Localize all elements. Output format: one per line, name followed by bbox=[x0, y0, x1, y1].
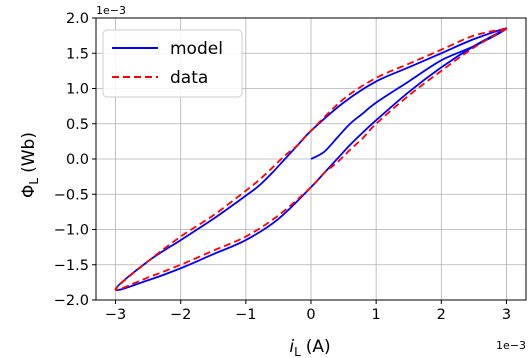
legend-label-data: data bbox=[170, 68, 208, 88]
x-axis-label-unit: (A) bbox=[306, 337, 331, 357]
x-scale-label: 1e−3 bbox=[496, 339, 526, 352]
y-tick-label: 2.0 bbox=[66, 11, 89, 27]
x-tick-label: 3 bbox=[502, 307, 511, 323]
x-axis-label: iL (A) bbox=[289, 337, 330, 358]
y-axis-label-symbol: Φ bbox=[19, 185, 39, 198]
y-tick-label: 0.0 bbox=[66, 152, 89, 168]
legend: model data bbox=[102, 29, 243, 98]
y-tick-label: 0.5 bbox=[66, 117, 89, 133]
y-axis-label-sub: L bbox=[27, 178, 41, 185]
y-tick-label: 1.5 bbox=[66, 46, 89, 62]
x-tick-label: 0 bbox=[306, 307, 315, 323]
legend-label-model: model bbox=[170, 39, 223, 59]
x-tick-label: 2 bbox=[437, 307, 446, 323]
x-axis-label-symbol: i bbox=[289, 337, 294, 357]
series-line-1 bbox=[114, 27, 507, 291]
x-axis-label-sub: L bbox=[294, 345, 301, 358]
y-axis-label: ΦL (Wb) bbox=[19, 132, 41, 198]
x-tick-label: 1 bbox=[372, 307, 381, 323]
series-layer bbox=[114, 27, 508, 291]
grid-lines bbox=[96, 17, 526, 301]
y-tick-label: −2.0 bbox=[54, 293, 89, 309]
series-line-0 bbox=[114, 27, 508, 291]
y-axis-label-unit: (Wb) bbox=[19, 132, 39, 173]
y-tick-label: −0.5 bbox=[54, 187, 89, 203]
axis-ticks: −3 −2 −1 0 1 2 3 −2.0 −1.5 −1.0 −0.5 0.0 0.5 1.0 1.5 2.… bbox=[54, 11, 511, 323]
y-tick-label: −1.0 bbox=[54, 223, 89, 239]
legend-box bbox=[102, 29, 243, 98]
y-tick-label: 1.0 bbox=[66, 82, 89, 98]
y-tick-label: −1.5 bbox=[54, 258, 89, 274]
x-tick-label: −3 bbox=[105, 307, 126, 323]
x-tick-label: −2 bbox=[170, 307, 191, 323]
x-tick-label: −1 bbox=[235, 307, 256, 323]
y-scale-label: 1e−3 bbox=[96, 4, 126, 17]
